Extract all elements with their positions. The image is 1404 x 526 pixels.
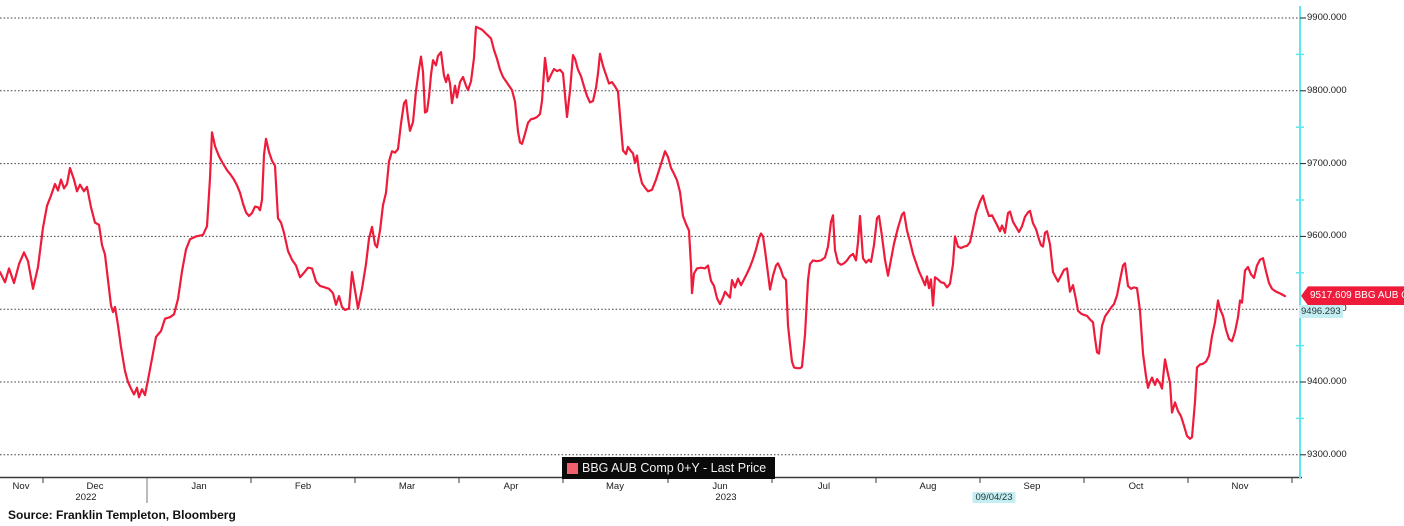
- y-tick-label: 9800.000: [1307, 84, 1347, 96]
- year-label: 2023: [715, 492, 737, 503]
- month-label: Feb: [294, 481, 312, 492]
- month-label: Oct: [1128, 481, 1144, 492]
- month-label: Nov: [12, 481, 30, 492]
- month-label: Jul: [817, 481, 831, 492]
- y-tick-label: 9600.000: [1307, 230, 1347, 242]
- source-attribution: Source: Franklin Templeton, Bloomberg: [8, 508, 236, 522]
- month-label: Jan: [191, 481, 207, 492]
- y-tick-label: 9900.000: [1307, 12, 1347, 23]
- legend-label: BBG AUB Comp 0+Y - Last Price: [582, 461, 767, 475]
- y-tick-label: 9400.000: [1307, 376, 1347, 387]
- last-price-badge: 9517.609 BBG AUB C: [1301, 286, 1404, 306]
- date-highlight: 09/04/23: [972, 492, 1016, 503]
- legend-swatch-icon: [567, 462, 578, 474]
- year-label: 2022: [75, 492, 97, 503]
- month-label: Jun: [712, 481, 728, 492]
- month-label: Aug: [919, 481, 937, 492]
- y-tick-label: 9300.000: [1307, 448, 1347, 460]
- month-label: Sep: [1023, 481, 1041, 492]
- chart-legend[interactable]: BBG AUB Comp 0+Y - Last Price: [562, 457, 776, 479]
- month-label: Apr: [503, 481, 519, 492]
- month-label: May: [606, 481, 624, 492]
- secondary-price-label: 9496.293: [1299, 304, 1343, 318]
- price-line: [0, 25, 1287, 440]
- y-tick-label: 9700.000: [1307, 157, 1347, 169]
- month-label: Mar: [398, 481, 416, 492]
- month-label: Nov: [1231, 481, 1249, 492]
- month-label: Dec: [86, 481, 104, 492]
